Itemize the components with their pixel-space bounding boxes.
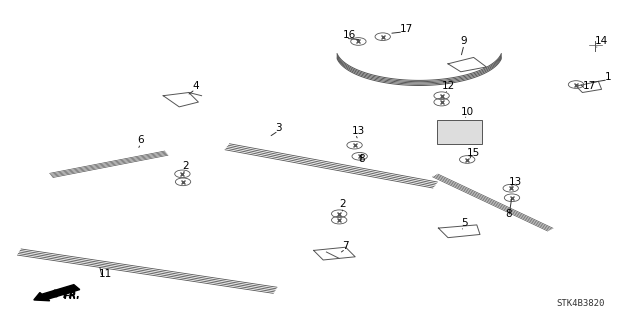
Text: STK4B3820: STK4B3820 <box>557 299 605 308</box>
Text: 13: 13 <box>352 126 365 136</box>
Text: 8: 8 <box>506 209 512 219</box>
Text: 6: 6 <box>138 135 144 145</box>
Text: 16: 16 <box>342 30 356 40</box>
Text: 9: 9 <box>461 36 467 47</box>
Text: FR.: FR. <box>64 292 81 301</box>
Text: 10: 10 <box>461 107 474 117</box>
Text: 11: 11 <box>99 269 113 279</box>
FancyArrow shape <box>34 285 80 301</box>
Text: 17: 17 <box>400 24 413 34</box>
Text: 15: 15 <box>467 148 481 158</box>
Text: 1: 1 <box>605 71 611 82</box>
Text: 3: 3 <box>275 122 282 133</box>
Text: 14: 14 <box>595 36 609 47</box>
Text: 4: 4 <box>192 81 198 91</box>
Text: 5: 5 <box>461 218 467 228</box>
FancyBboxPatch shape <box>437 120 482 144</box>
Text: 13: 13 <box>509 177 522 187</box>
Text: 12: 12 <box>442 81 455 91</box>
Text: 7: 7 <box>342 241 349 251</box>
Text: 17: 17 <box>582 81 596 91</box>
Text: 8: 8 <box>358 154 365 165</box>
Text: 2: 2 <box>339 199 346 209</box>
Text: FR.: FR. <box>63 290 81 300</box>
Text: 2: 2 <box>182 161 189 171</box>
